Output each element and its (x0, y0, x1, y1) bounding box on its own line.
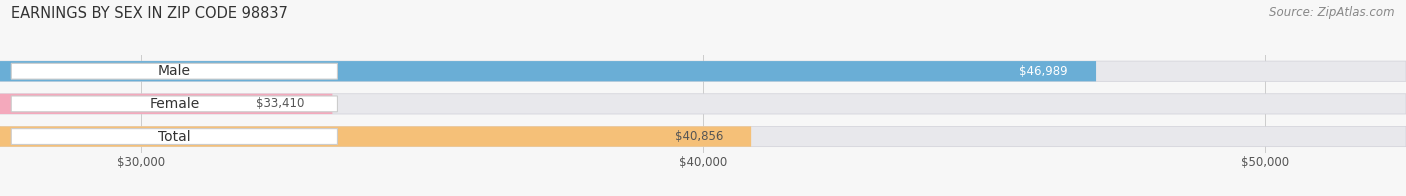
Text: Female: Female (149, 97, 200, 111)
FancyBboxPatch shape (0, 61, 1406, 81)
Text: $33,410: $33,410 (256, 97, 304, 110)
FancyBboxPatch shape (0, 94, 332, 114)
FancyBboxPatch shape (11, 96, 337, 112)
FancyBboxPatch shape (11, 63, 337, 79)
Text: $40,856: $40,856 (675, 130, 723, 143)
Text: EARNINGS BY SEX IN ZIP CODE 98837: EARNINGS BY SEX IN ZIP CODE 98837 (11, 6, 288, 21)
Text: Male: Male (157, 64, 191, 78)
FancyBboxPatch shape (11, 129, 337, 144)
FancyBboxPatch shape (0, 126, 751, 147)
FancyBboxPatch shape (0, 126, 1406, 147)
FancyBboxPatch shape (0, 94, 1406, 114)
FancyBboxPatch shape (0, 61, 1097, 81)
Text: Total: Total (157, 130, 191, 143)
Text: $46,989: $46,989 (1019, 65, 1069, 78)
Text: Source: ZipAtlas.com: Source: ZipAtlas.com (1270, 6, 1395, 19)
